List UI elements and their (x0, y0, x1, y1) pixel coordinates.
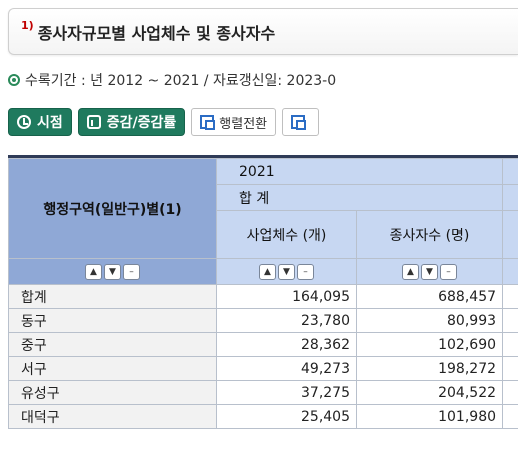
sort-controls-extra (502, 258, 518, 285)
time-point-label: 시점 (37, 115, 63, 131)
sort-asc-button[interactable]: ▲ (259, 263, 276, 280)
row-label: 유성구 (8, 380, 217, 405)
table-row: 중구 28,362 102,690 (8, 332, 518, 357)
extra-cell (502, 380, 518, 405)
expand-icon (291, 115, 307, 130)
change-rate-button[interactable]: 증감/증감률 (77, 108, 186, 136)
row-header: 행정구역(일반구)별(1) (8, 158, 217, 259)
total-group-header: 합 계 (215, 184, 504, 211)
workers-cell: 101,980 (355, 404, 504, 429)
sort-controls-col1: ▲ ▼ – (216, 258, 357, 285)
page-title-box: 1) 종사자규모별 사업체수 및 종사자수 (8, 8, 518, 55)
extra-header (502, 210, 518, 259)
data-grid: 행정구역(일반구)별(1) 2021 합 계 사업체수 (개) 종사자수 (명)… (8, 155, 518, 465)
establishments-cell: 25,405 (216, 404, 357, 429)
page-title: 종사자규모별 사업체수 및 종사자수 (37, 23, 276, 43)
table-row: 서구 49,273 198,272 (8, 356, 518, 381)
sort-desc-button[interactable]: ▼ (278, 263, 295, 280)
extra-header (502, 158, 518, 185)
workers-cell: 688,457 (355, 284, 504, 309)
more-tool-button[interactable] (282, 108, 320, 136)
extra-cell (502, 284, 518, 309)
workers-cell: 102,690 (355, 332, 504, 357)
pivot-button[interactable]: 행렬전환 (191, 108, 277, 136)
bar-chart-icon (86, 115, 101, 129)
target-icon (8, 74, 20, 86)
period-info: 수록기간 : 년 2012 ~ 2021 / 자료갱신일: 2023-0 (8, 70, 360, 90)
establishments-cell: 28,362 (216, 332, 357, 357)
sort-desc-button[interactable]: ▼ (104, 263, 121, 280)
table-row: 유성구 37,275 204,522 (8, 380, 518, 405)
table-row: 합계 164,095 688,457 (8, 284, 518, 309)
sort-controls-rows: ▲ ▼ – (8, 258, 217, 285)
title-number: 1) (21, 19, 34, 32)
year-header: 2021 (215, 158, 504, 185)
sort-reset-button[interactable]: – (297, 263, 314, 280)
row-label: 동구 (8, 308, 217, 333)
sort-controls-col2: ▲ ▼ – (355, 258, 504, 285)
workers-cell: 204,522 (355, 380, 504, 405)
time-point-button[interactable]: 시점 (8, 108, 72, 136)
establishments-cell: 23,780 (216, 308, 357, 333)
row-label: 대덕구 (8, 404, 217, 429)
establishments-cell: 49,273 (216, 356, 357, 381)
table-row: 동구 23,780 80,993 (8, 308, 518, 333)
row-label: 합계 (8, 284, 217, 309)
clock-icon (17, 115, 31, 129)
pivot-icon (200, 115, 216, 130)
period-text: 수록기간 : 년 2012 ~ 2021 / 자료갱신일: 2023-0 (25, 73, 337, 89)
table-row: 대덕구 25,405 101,980 (8, 404, 518, 429)
extra-header (502, 184, 518, 211)
sort-asc-button[interactable]: ▲ (85, 263, 102, 280)
extra-cell (502, 404, 518, 429)
column-header-workers: 종사자수 (명) (355, 210, 504, 259)
extra-cell (502, 308, 518, 333)
sort-asc-button[interactable]: ▲ (402, 263, 419, 280)
sort-reset-button[interactable]: – (440, 263, 457, 280)
workers-cell: 80,993 (355, 308, 504, 333)
establishments-cell: 37,275 (216, 380, 357, 405)
sort-reset-button[interactable]: – (123, 263, 140, 280)
data-table: 행정구역(일반구)별(1) 2021 합 계 사업체수 (개) 종사자수 (명)… (8, 158, 518, 429)
column-header-establishments: 사업체수 (개) (216, 210, 357, 259)
workers-cell: 198,272 (355, 356, 504, 381)
row-label: 중구 (8, 332, 217, 357)
toolbar: 시점 증감/증감률 행렬전환 (8, 108, 360, 136)
sort-desc-button[interactable]: ▼ (421, 263, 438, 280)
establishments-cell: 164,095 (216, 284, 357, 309)
row-label: 서구 (8, 356, 217, 381)
extra-cell (502, 356, 518, 381)
pivot-label: 행렬전환 (219, 116, 268, 132)
change-rate-label: 증감/증감률 (106, 115, 177, 131)
extra-cell (502, 332, 518, 357)
